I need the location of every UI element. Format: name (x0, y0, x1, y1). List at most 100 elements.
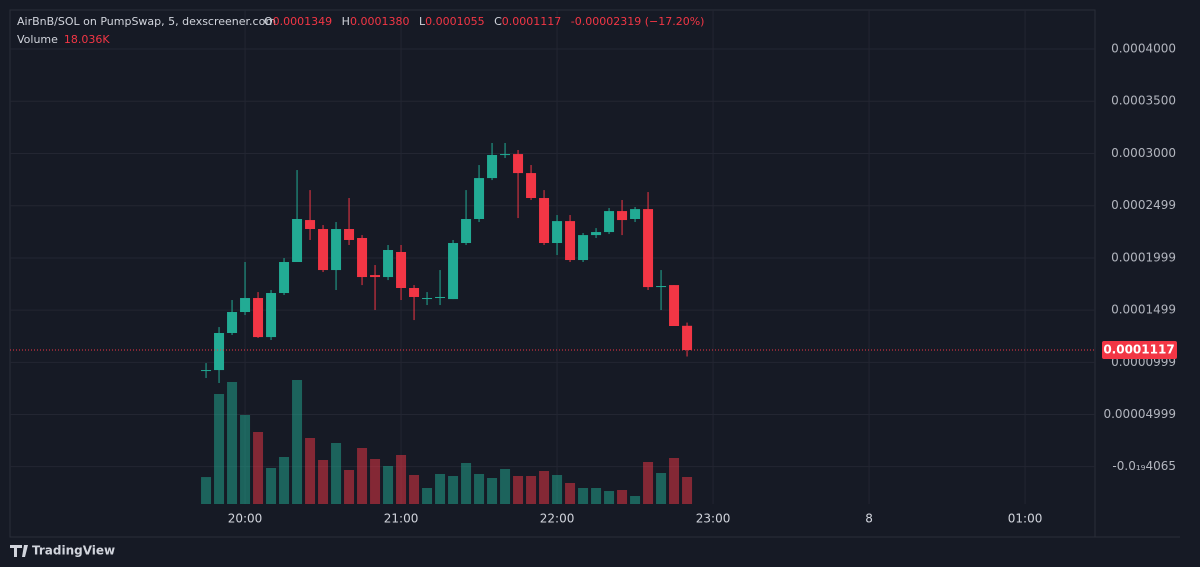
volume-bar (552, 475, 563, 504)
volume-bar (357, 447, 368, 504)
volume-label: Volume (17, 33, 58, 46)
candle-body (331, 229, 342, 271)
h-label: H (342, 15, 350, 28)
volume-bar (539, 471, 550, 504)
o-value: 0.0001349 (273, 15, 333, 28)
candle-body (630, 209, 641, 219)
y-tick-label: 0.0003500 (1111, 94, 1176, 108)
volume-bar (565, 482, 576, 504)
candle-body (409, 288, 420, 297)
candle-body (344, 229, 355, 240)
volume-bar (604, 491, 615, 504)
y-tick-label: 0.0004000 (1111, 42, 1176, 56)
candle-body (474, 178, 485, 219)
volume-bar (409, 475, 420, 504)
candle-body (214, 333, 225, 371)
y-tick-label: 0.0001999 (1111, 250, 1176, 264)
candle-body (500, 154, 511, 156)
volume-bar (578, 487, 589, 504)
candle-body (643, 209, 654, 288)
volume-legend: Volume 18.036K (17, 33, 110, 46)
volume-bar (318, 460, 329, 504)
volume-bar (305, 437, 316, 504)
volume-bar (526, 476, 537, 504)
candle-body (422, 298, 433, 300)
volume-bar (461, 462, 472, 504)
candle-body (279, 262, 290, 294)
x-tick-label: 20:00 (228, 512, 263, 526)
volume-bar (292, 380, 303, 504)
candle-body (539, 198, 550, 244)
ohlc: O0.0001349 H0.0001380 L0.0001055 C0.0001… (264, 15, 704, 28)
x-tick-label: 23:00 (696, 512, 731, 526)
candle-body (578, 235, 589, 261)
candle-body (227, 312, 238, 333)
candle-body (591, 232, 602, 236)
volume-bar (448, 476, 459, 504)
volume-bar (487, 477, 498, 504)
candle-body (513, 154, 524, 174)
candle-body (383, 250, 394, 278)
candle-body (396, 251, 407, 289)
volume-bar (617, 490, 628, 504)
l-label: L (419, 15, 426, 28)
y-tick-label: -0.0₁₉4065 (1112, 459, 1176, 473)
candle-body (461, 219, 472, 244)
o-label: O (264, 15, 273, 28)
volume-value: 18.036K (64, 33, 110, 46)
volume-bar (513, 476, 524, 504)
change: -0.00002319 (−17.20%) (571, 15, 705, 28)
y-tick-label: 0.0003000 (1111, 146, 1176, 160)
volume-bar (591, 487, 602, 504)
plot-frame (9, 9, 1096, 538)
candle-body (552, 221, 563, 244)
volume-bar (630, 496, 641, 504)
y-tick-label: 0.0001499 (1111, 303, 1176, 317)
volume-bar (669, 457, 680, 504)
volume-bar (240, 415, 251, 504)
candle-body (604, 211, 615, 233)
brand[interactable]: TradingView (32, 544, 115, 558)
last-price-label: 0.0001117 (1103, 343, 1174, 357)
candle-body (266, 293, 277, 338)
volume-bar (435, 473, 446, 504)
c-value: 0.0001117 (502, 15, 562, 28)
candle-body (448, 243, 459, 300)
l-value: 0.0001055 (425, 15, 485, 28)
volume-bar (266, 467, 277, 504)
last-price-box (1102, 341, 1177, 360)
symbol: AirBnB/SOL on PumpSwap, 5, dexscreener.c… (17, 15, 276, 28)
volume-bar (396, 455, 407, 504)
volume-bar (344, 470, 355, 504)
candle-body (305, 220, 316, 230)
candle-body (682, 325, 693, 351)
candle-body (240, 298, 251, 313)
candle-body (565, 221, 576, 261)
volume-bar (474, 473, 485, 504)
candle-body (253, 298, 264, 338)
volume-bar (279, 456, 290, 504)
candle-body (526, 173, 537, 199)
candle-body (487, 155, 498, 179)
y-tick-label: 0.0002499 (1111, 198, 1176, 212)
volume-bar (331, 442, 342, 504)
brand-logo (10, 545, 28, 557)
volume-bar (214, 393, 225, 504)
candle-body (435, 296, 446, 299)
candle-body (617, 211, 628, 221)
volume-bar (383, 466, 394, 504)
volume-bar (422, 487, 433, 504)
volume-bar (643, 461, 654, 504)
volume-bar (500, 468, 511, 504)
volume-bar (370, 458, 381, 504)
volume-bar (227, 381, 238, 504)
candle-body (292, 219, 303, 263)
volume-bar (253, 431, 264, 504)
candle-body (357, 238, 368, 278)
y-tick-label: 0.00004999 (1103, 407, 1176, 421)
volume-bar (656, 472, 667, 504)
volume-bar (682, 476, 693, 504)
candle-body (370, 275, 381, 278)
candle-body (201, 370, 212, 372)
